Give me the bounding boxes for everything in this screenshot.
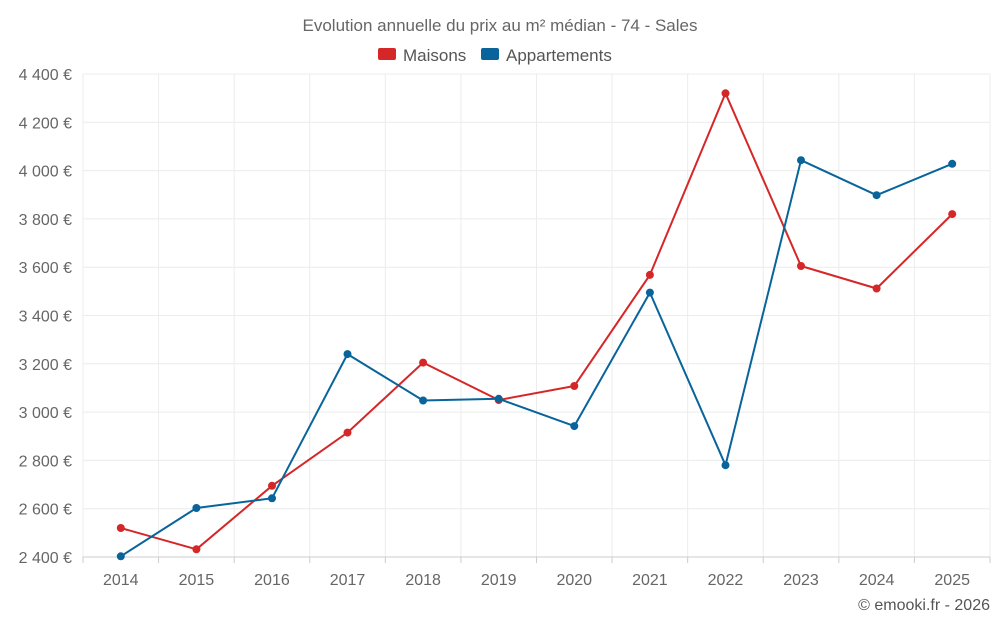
- x-tick-label: 2022: [708, 572, 744, 589]
- series-maisons: [116, 89, 957, 554]
- y-tick-label: 3 600 €: [19, 260, 72, 277]
- data-point-appartements-2020[interactable]: [570, 422, 579, 431]
- x-tick-label: 2017: [330, 572, 366, 589]
- legend-item-maisons[interactable]: Maisons: [378, 46, 466, 65]
- x-tick-label: 2019: [481, 572, 517, 589]
- legend: Maisons Appartements: [378, 46, 612, 65]
- x-tick-label: 2016: [254, 572, 290, 589]
- y-tick-label: 2 600 €: [19, 502, 72, 519]
- data-point-maisons-2016[interactable]: [268, 481, 276, 490]
- data-point-maisons-2021[interactable]: [645, 270, 654, 279]
- axes: 2 400 € 2 600 € 2 800 € 3 000 € 3 200 € 3 400…: [19, 67, 991, 589]
- data-point-maisons-2018[interactable]: [419, 358, 428, 367]
- data-point-maisons-2024[interactable]: [872, 284, 881, 293]
- data-point-appartements-2014[interactable]: [116, 552, 125, 561]
- data-point-maisons-2025[interactable]: [948, 210, 957, 219]
- data-point-appartements-2016[interactable]: [268, 494, 276, 503]
- y-tick-label: 2 400 €: [19, 550, 72, 567]
- chart-title: Evolution annuelle du prix au m² médian …: [303, 16, 698, 35]
- x-tick-label: 2020: [556, 572, 592, 589]
- y-tick-label: 4 000 €: [19, 164, 72, 181]
- legend-swatch-appartements: [481, 48, 499, 60]
- y-tick-label: 4 400 €: [19, 67, 72, 84]
- series-line-appartements: [120, 159, 953, 558]
- legend-swatch-maisons: [378, 48, 396, 60]
- x-tick-label: 2025: [934, 572, 970, 589]
- data-point-maisons-2014[interactable]: [116, 524, 125, 532]
- series: [116, 89, 957, 561]
- y-tick-label: 3 800 €: [19, 212, 72, 229]
- y-tick-label: 3 200 €: [19, 357, 72, 374]
- data-point-appartements-2019[interactable]: [494, 394, 503, 403]
- series-line-maisons: [120, 92, 953, 551]
- x-tick-label: 2024: [859, 572, 895, 589]
- legend-item-appartements[interactable]: Appartements: [481, 46, 612, 65]
- y-tick-label: 2 800 €: [19, 453, 72, 470]
- y-tick-label: 3 400 €: [19, 309, 72, 326]
- x-tick-label: 2023: [783, 572, 819, 589]
- credit-text: © emooki.fr - 2026: [858, 597, 990, 614]
- grid: [82, 73, 991, 558]
- legend-label-appartements: Appartements: [506, 46, 612, 65]
- data-point-maisons-2023[interactable]: [797, 262, 805, 270]
- data-point-appartements-2024[interactable]: [872, 191, 881, 200]
- series-appartements: [116, 156, 957, 561]
- data-point-appartements-2015[interactable]: [192, 504, 201, 512]
- data-point-appartements-2022[interactable]: [721, 461, 730, 470]
- y-tick-label: 4 200 €: [19, 115, 72, 132]
- data-point-appartements-2025[interactable]: [948, 159, 957, 168]
- x-tick-label: 2015: [179, 572, 215, 589]
- data-point-maisons-2020[interactable]: [570, 382, 579, 390]
- data-point-maisons-2022[interactable]: [721, 89, 730, 98]
- data-point-maisons-2015[interactable]: [192, 545, 201, 554]
- data-point-appartements-2023[interactable]: [797, 156, 805, 165]
- y-tick-label: 3 000 €: [19, 405, 72, 422]
- x-tick-label: 2021: [632, 572, 668, 589]
- data-point-maisons-2017[interactable]: [343, 428, 352, 437]
- data-point-appartements-2017[interactable]: [343, 350, 352, 359]
- data-point-appartements-2018[interactable]: [419, 396, 428, 405]
- data-point-appartements-2021[interactable]: [645, 288, 654, 297]
- x-tick-label: 2018: [405, 572, 441, 589]
- x-tick-label: 2014: [103, 572, 139, 589]
- legend-label-maisons: Maisons: [403, 46, 466, 65]
